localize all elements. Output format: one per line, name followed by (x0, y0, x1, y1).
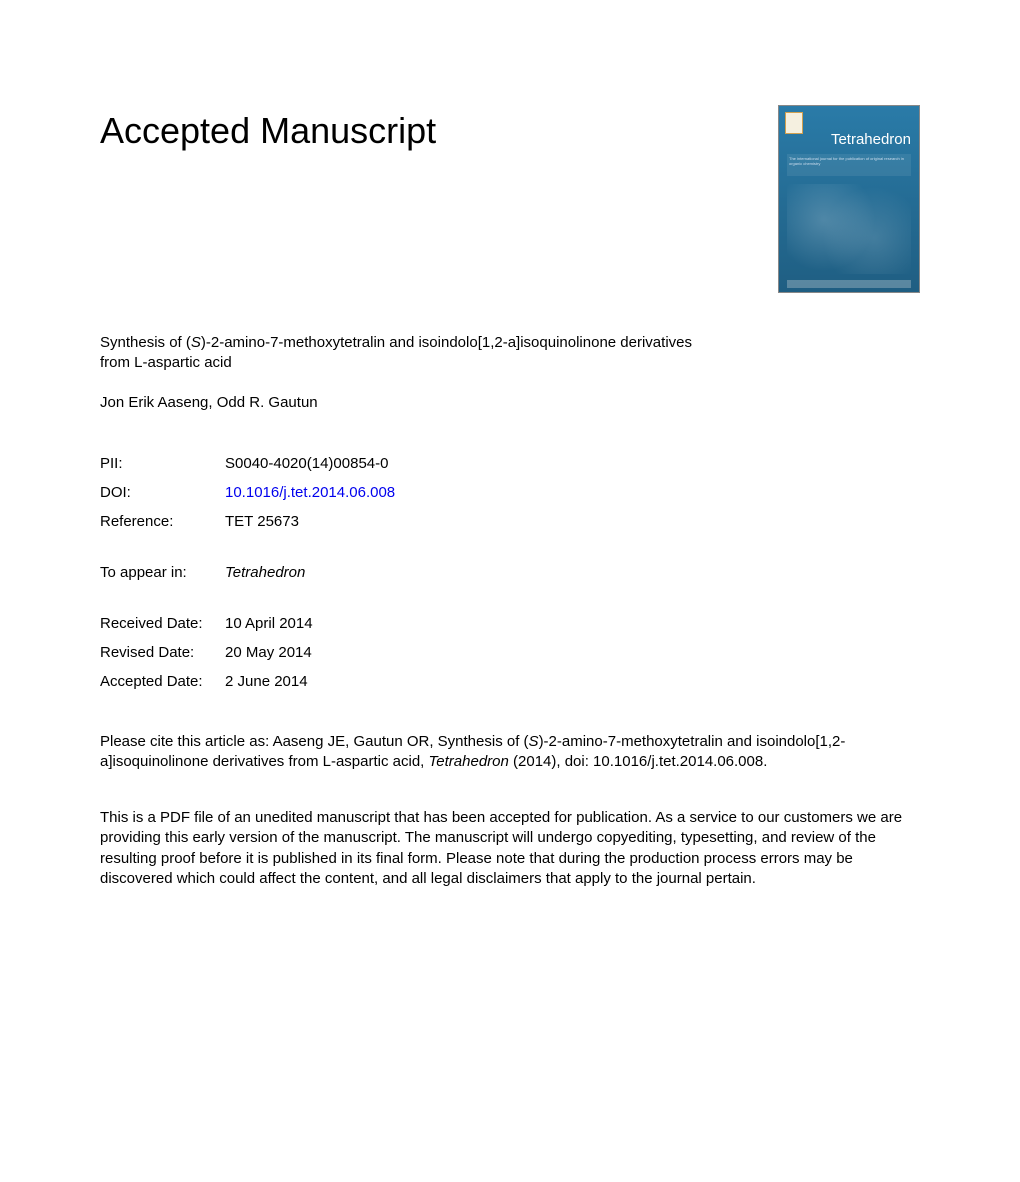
disclaimer-block: This is a PDF file of an unedited manusc… (100, 808, 910, 889)
pii-value: S0040-4020(14)00854-0 (225, 449, 395, 478)
table-row: Accepted Date: 2 June 2014 (100, 667, 313, 696)
page-heading: Accepted Manuscript (100, 110, 436, 152)
authors-line: Jon Erik Aaseng, Odd R. Gautun (100, 394, 920, 411)
doi-label: DOI: (100, 478, 225, 507)
journal-cover-thumbnail: Tetrahedron The international journal fo… (778, 105, 920, 293)
title-prefix: Synthesis of ( (100, 334, 191, 351)
metadata-table: PII: S0040-4020(14)00854-0 DOI: 10.1016/… (100, 449, 395, 536)
metadata-table-dates: Received Date: 10 April 2014 Revised Dat… (100, 609, 313, 696)
received-label: Received Date: (100, 609, 225, 638)
journal-cover-art (787, 184, 911, 274)
manuscript-page: Accepted Manuscript Tetrahedron The inte… (0, 0, 1020, 949)
citation-journal: Tetrahedron (429, 753, 509, 770)
table-row: DOI: 10.1016/j.tet.2014.06.008 (100, 478, 395, 507)
reference-value: TET 25673 (225, 507, 395, 536)
publisher-logo-icon (785, 112, 803, 134)
citation-suffix: (2014), doi: 10.1016/j.tet.2014.06.008. (509, 753, 768, 770)
appear-label: To appear in: (100, 558, 225, 587)
table-row: To appear in: Tetrahedron (100, 558, 305, 587)
pii-label: PII: (100, 449, 225, 478)
title-rest1: )-2-amino-7-methoxytetralin and isoindol… (201, 334, 616, 351)
revised-label: Revised Date: (100, 638, 225, 667)
table-row: Revised Date: 20 May 2014 (100, 638, 313, 667)
metadata-table-appear: To appear in: Tetrahedron (100, 558, 305, 587)
journal-cover-footer (787, 280, 911, 288)
citation-block: Please cite this article as: Aaseng JE, … (100, 732, 900, 773)
title-italic-s: S (191, 334, 201, 351)
revised-value: 20 May 2014 (225, 638, 313, 667)
accepted-value: 2 June 2014 (225, 667, 313, 696)
table-row: PII: S0040-4020(14)00854-0 (100, 449, 395, 478)
article-title: Synthesis of (S)-2-amino-7-methoxytetral… (100, 333, 720, 374)
appear-value: Tetrahedron (225, 564, 305, 581)
doi-link[interactable]: 10.1016/j.tet.2014.06.008 (225, 484, 395, 501)
received-value: 10 April 2014 (225, 609, 313, 638)
reference-label: Reference: (100, 507, 225, 536)
table-row: Reference: TET 25673 (100, 507, 395, 536)
table-row: Received Date: 10 April 2014 (100, 609, 313, 638)
accepted-label: Accepted Date: (100, 667, 225, 696)
citation-ital-s: S (529, 733, 539, 750)
journal-cover-title: Tetrahedron (831, 131, 911, 148)
citation-prefix: Please cite this article as: Aaseng JE, … (100, 733, 529, 750)
header-row: Accepted Manuscript Tetrahedron The inte… (100, 110, 920, 293)
journal-cover-subtitle: The international journal for the public… (787, 154, 911, 176)
